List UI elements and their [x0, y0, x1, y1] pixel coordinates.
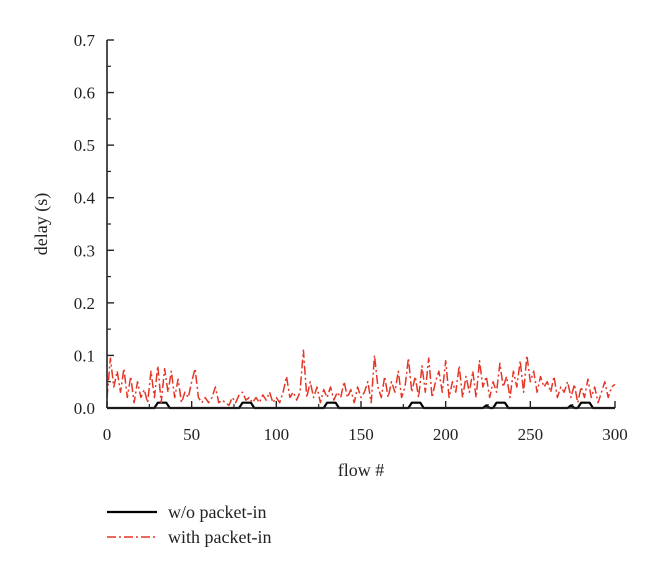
- series-line-1: [106, 349, 616, 407]
- plot-area: [106, 349, 616, 410]
- x-tick-label: 250: [518, 425, 544, 444]
- axes: 0.0 0.1 0.2 0.3 0.4 0.5 0.6 0.7 0 50 100 150 200 250 3…: [31, 31, 628, 480]
- x-tick-label: 50: [183, 425, 200, 444]
- x-tick-label: 100: [264, 425, 290, 444]
- y-axis-title: delay (s): [31, 193, 52, 255]
- x-tick-label: 200: [433, 425, 459, 444]
- legend-label-0: w/o packet-in: [168, 502, 266, 522]
- legend-label-1: with packet-in: [168, 527, 271, 547]
- x-axis-title: flow #: [338, 460, 385, 480]
- x-tick-label: 300: [602, 425, 628, 444]
- legend: w/o packet-in with packet-in: [107, 502, 271, 547]
- y-tick-label: 0.0: [74, 399, 95, 418]
- y-tick-label: 0.5: [74, 136, 95, 155]
- y-tick-label: 0.6: [74, 84, 95, 103]
- y-tick-label: 0.7: [74, 31, 96, 50]
- y-tick-label: 0.2: [74, 294, 95, 313]
- x-tick-label: 0: [103, 425, 112, 444]
- x-tick-label: 150: [348, 425, 374, 444]
- y-tick-label: 0.3: [74, 241, 95, 260]
- y-tick-label: 0.1: [74, 346, 95, 365]
- y-tick-label: 0.4: [74, 189, 96, 208]
